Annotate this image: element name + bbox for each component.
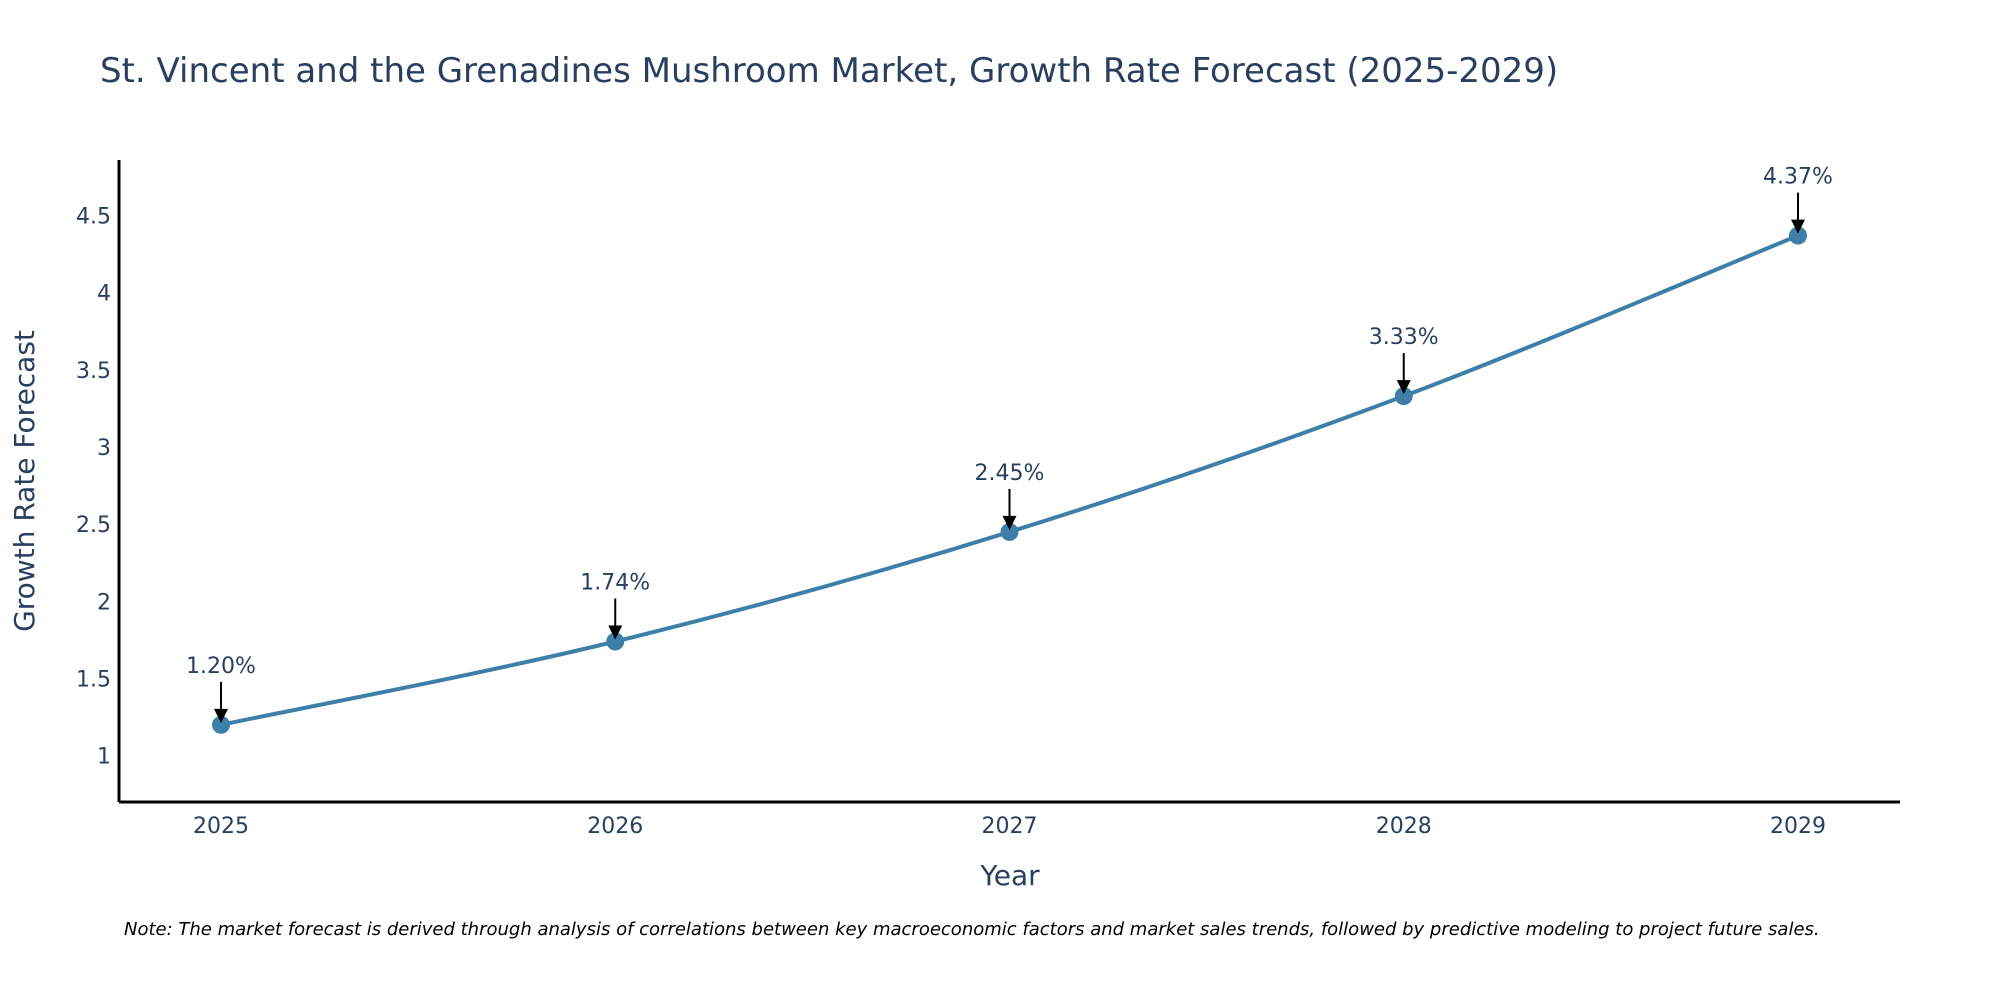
y-tick-label: 2	[97, 590, 111, 615]
chart-title: St. Vincent and the Grenadines Mushroom …	[100, 51, 1558, 91]
x-axis-title: Year	[979, 859, 1040, 892]
annotation-arrowhead	[1396, 380, 1411, 395]
y-tick-label: 3	[97, 436, 111, 461]
annotation-arrowhead	[608, 625, 623, 640]
y-axis-ticks: 1 1.5 2 2.5 3 3.5 4 4.5	[76, 205, 111, 770]
annotation-arrowhead	[1002, 515, 1017, 530]
y-tick-label: 4.5	[76, 205, 111, 230]
data-points	[212, 226, 1807, 734]
data-label: 2.45%	[975, 461, 1045, 486]
y-tick-label: 1	[97, 745, 111, 770]
x-tick-label: 2027	[982, 814, 1038, 839]
y-tick-label: 2.5	[76, 513, 111, 538]
annotation-arrowhead	[214, 708, 228, 723]
data-label: 1.20%	[186, 654, 256, 679]
y-tick-label: 3.5	[76, 359, 111, 384]
data-label: 3.33%	[1369, 325, 1439, 350]
data-point-marker	[606, 632, 625, 651]
y-axis-title: Growth Rate Forecast	[8, 330, 41, 632]
data-label: 1.74%	[580, 571, 650, 596]
data-label-annotations: 1.20% 1.74% 2.45% 3.33% 4.37%	[186, 165, 1833, 723]
data-point-marker	[1394, 387, 1413, 406]
data-point-marker	[212, 715, 230, 734]
data-label: 4.37%	[1763, 165, 1833, 190]
annotation-arrowhead	[1791, 219, 1805, 234]
forecast-note: Note: The market forecast is derived thr…	[124, 919, 1820, 940]
x-tick-label: 2029	[1770, 814, 1826, 839]
data-point-marker	[1789, 226, 1807, 245]
y-tick-label: 4	[97, 282, 111, 307]
x-tick-label: 2025	[193, 814, 249, 839]
y-tick-label: 1.5	[76, 668, 111, 693]
x-tick-label: 2028	[1376, 814, 1432, 839]
x-tick-label: 2026	[587, 814, 643, 839]
data-point-marker	[1000, 522, 1019, 541]
x-axis-ticks: 2025 2026 2027 2028 2029	[193, 814, 1826, 839]
